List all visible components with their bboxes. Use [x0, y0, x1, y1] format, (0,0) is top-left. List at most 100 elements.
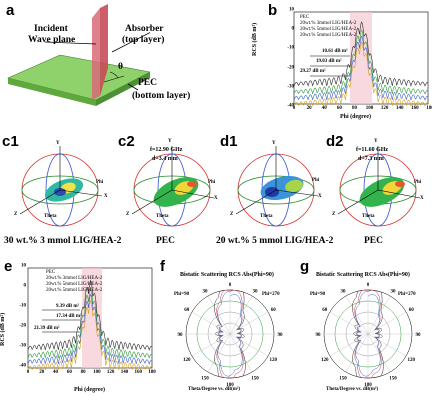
- c2-phi: Phi: [208, 180, 216, 185]
- g-angle-8: 120: [321, 358, 329, 363]
- b-tick-5: -40: [287, 103, 294, 109]
- c2-thick: d=3.4 mm: [152, 156, 178, 162]
- e-xlabel: Phi (degree): [74, 387, 106, 393]
- f-title: Bistatic Scattering RCS Abs(Phi=90): [180, 272, 274, 278]
- f-polar-series-2: [217, 291, 243, 377]
- f-angle-0: 0: [229, 283, 232, 288]
- d1-caption: 20 wt.% 5 mmol LIG/HEA-2: [216, 236, 334, 246]
- b-series-3: [293, 41, 429, 107]
- c1-theta: Theta: [44, 214, 57, 219]
- b-series-2: [293, 35, 429, 101]
- g-polar-series-2: [355, 291, 381, 377]
- e-tick-3: -20: [19, 323, 26, 329]
- b-tick-7: 140: [396, 106, 404, 111]
- f-angle-3: 90: [278, 333, 284, 338]
- g-angle-4: 120: [408, 358, 416, 363]
- absorber-arrow-line: [111, 32, 150, 53]
- theta-ray: [103, 75, 125, 83]
- b-series-0: [293, 21, 429, 87]
- g-angle-5: 150: [389, 376, 397, 381]
- b-tick-3: -20: [287, 65, 294, 71]
- e-legend-0: PEC: [46, 270, 56, 275]
- b-tick-4: 80: [351, 106, 357, 111]
- f-angle-5: 150: [251, 376, 259, 381]
- g-title: Bistatic Scattering RCS Abs(Phi=90): [316, 272, 410, 278]
- e-tick-5: 100: [93, 370, 101, 375]
- g-spoke-4: [367, 333, 407, 357]
- d1-y: Y: [272, 141, 276, 146]
- c2-theta: Theta: [156, 214, 169, 219]
- polar-f: 0 30 60 90 120 150 180 150 120 90 60 30: [178, 283, 284, 386]
- b-tick-2: 40: [321, 106, 327, 111]
- e-tick-4: 80: [80, 370, 86, 375]
- d1-x: X: [318, 194, 322, 199]
- e-legend-3: 20wt.% 5mmol LIG/HEA-2: [46, 288, 103, 293]
- polar-g: 0 30 60 90 120 150 180 150 120 90 60 30: [316, 283, 422, 386]
- e-tick-4: -30: [19, 343, 26, 349]
- b-annot-0: 10.61 dB m²: [322, 49, 348, 54]
- pattern-d2: [337, 146, 421, 227]
- f-spoke-11: [207, 295, 231, 335]
- c2-z: Z: [126, 212, 130, 217]
- c2-x: X: [214, 196, 218, 201]
- absorber-sub-label: (top layer): [122, 35, 165, 45]
- d1-z: Z: [230, 212, 234, 217]
- e-tick-2: -10: [19, 303, 26, 309]
- e-tick-1: 20: [39, 370, 45, 375]
- g-spoke-11: [345, 295, 369, 335]
- f-angle-8: 120: [183, 358, 191, 363]
- g-angle-9: 90: [316, 333, 322, 338]
- d2-y: Y: [374, 139, 378, 144]
- e-tick-9: 180: [148, 370, 156, 375]
- c1-x: X: [104, 194, 108, 199]
- g-spoke-2: [367, 311, 407, 335]
- f-spoke-8: [191, 333, 231, 357]
- b-legend-0: PEC: [300, 15, 310, 20]
- incident-arrow-line: [44, 41, 97, 45]
- d2-theta: Theta: [362, 214, 375, 219]
- e-annot-2: 21.39 dB m²: [34, 326, 60, 331]
- e-annot-1: 17.34 dB m²: [56, 314, 82, 319]
- b-xlabel: Phi (degree): [340, 114, 372, 120]
- peak-band: [82, 268, 102, 368]
- f-angle-9: 90: [178, 333, 184, 338]
- panel-d2-letter: d2: [326, 133, 344, 150]
- b-tick-1: 0: [291, 26, 295, 32]
- e-legend-1: 20wt.% 3mmol LIG/HEA-2: [46, 276, 103, 281]
- wave-plane-label: Wave plane: [28, 35, 76, 45]
- e-annot-0: 9.39 dB m²: [56, 304, 80, 309]
- g-right-label: Phi=270: [398, 292, 416, 297]
- pec-sub-label: (bottom layer): [132, 91, 191, 101]
- pattern-d1: [235, 146, 319, 227]
- e-tick-5: -40: [19, 363, 26, 369]
- e-yticks: 10 0 -10 -20 -30 -40: [10, 264, 27, 369]
- b-series-1: [293, 29, 429, 95]
- e-tick-6: 120: [106, 370, 115, 375]
- d1-theta: Theta: [260, 214, 273, 219]
- rcs-curves-e: [27, 279, 153, 371]
- e-tick-1: 0: [23, 283, 27, 289]
- f-left-label: Phi=90: [174, 292, 190, 297]
- e-tick-3: 60: [66, 370, 72, 375]
- f-spoke-5: [229, 333, 253, 373]
- panel-d1-letter: d1: [220, 133, 238, 150]
- b-tick-5: 100: [365, 106, 374, 111]
- g-angle-11: 30: [341, 290, 347, 295]
- rcs-curves-b: [293, 21, 429, 107]
- g-spoke-8: [329, 333, 369, 357]
- e-series-3: [27, 299, 153, 371]
- d2-z: Z: [332, 212, 336, 217]
- panel-g-letter: g: [300, 258, 310, 275]
- pec-arrow-line: [127, 83, 139, 91]
- b-tick-0: 0: [292, 106, 296, 111]
- panel-a-letter: a: [6, 2, 15, 19]
- pec-plate-side: [96, 72, 150, 106]
- c1-z: Z: [14, 212, 18, 217]
- c2-freq: f=12.90 GHz: [150, 147, 183, 153]
- f-spoke-2: [229, 311, 269, 335]
- panel-b-chart: [293, 11, 429, 107]
- f-spoke-1: [229, 295, 253, 335]
- b-tick-0: 10: [289, 7, 294, 13]
- e-tick-7: 140: [120, 370, 129, 375]
- f-angle-11: 30: [203, 290, 209, 295]
